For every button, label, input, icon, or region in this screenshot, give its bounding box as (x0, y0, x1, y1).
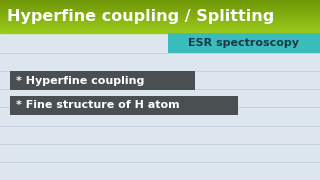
Bar (0, 28, 320, 30)
Bar (0, 23, 320, 24)
Bar (0, 23, 320, 25)
Bar (0, 16, 320, 17)
Bar (0, 28, 320, 29)
Text: * Hyperfine coupling: * Hyperfine coupling (16, 75, 144, 86)
Bar (168, 33, 320, 53)
Bar (0, 12, 320, 13)
Bar (0, 2, 320, 3)
Text: ESR spectroscopy: ESR spectroscopy (188, 38, 300, 48)
Bar (0, 17, 320, 18)
Bar (0, 31, 320, 32)
Bar (0, 7, 320, 8)
Bar (0, 8, 320, 9)
Bar (0, 15, 320, 17)
Bar (0, 27, 320, 28)
Bar (10, 96, 238, 115)
Bar (0, 30, 320, 31)
Bar (0, 21, 320, 22)
Bar (0, 18, 320, 19)
Bar (0, 10, 320, 12)
Bar (0, 9, 320, 10)
Bar (0, 4, 320, 6)
Bar (0, 0, 320, 1)
Text: * Fine structure of H atom: * Fine structure of H atom (16, 100, 180, 111)
Bar (0, 13, 320, 14)
Bar (0, 4, 320, 5)
Bar (0, 14, 320, 16)
Bar (0, 19, 320, 20)
Bar (0, 9, 320, 11)
Bar (0, 29, 320, 31)
Bar (0, 14, 320, 15)
Bar (0, 11, 320, 12)
Bar (10, 71, 195, 90)
Bar (0, 19, 320, 21)
Bar (0, 6, 320, 7)
Bar (0, 20, 320, 21)
Bar (0, 25, 320, 26)
Bar (0, 24, 320, 26)
Bar (0, 32, 320, 33)
Text: Hyperfine coupling / Splitting: Hyperfine coupling / Splitting (7, 9, 274, 24)
Bar (0, 5, 320, 7)
Bar (0, 22, 320, 23)
Bar (0, 1, 320, 3)
Bar (0, 26, 320, 27)
Bar (0, 0, 320, 2)
Bar (0, 3, 320, 4)
